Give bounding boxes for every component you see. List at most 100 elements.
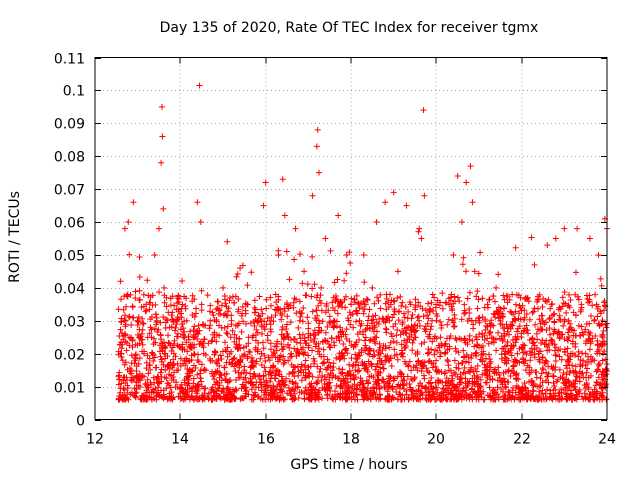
data-point: [535, 350, 542, 357]
scatter-point: [233, 335, 240, 342]
scatter-point: [458, 360, 465, 367]
scatter-point: [579, 329, 586, 336]
scatter-point: [142, 380, 149, 387]
scatter-point: [296, 350, 303, 357]
scatter-point: [299, 331, 306, 338]
scatter-point: [155, 326, 162, 333]
scatter-point: [122, 359, 129, 366]
scatter-point: [173, 333, 180, 340]
scatter-point: [332, 298, 339, 305]
scatter-point: [254, 329, 261, 336]
scatter-point: [140, 320, 147, 327]
scatter-point: [363, 362, 370, 369]
scatter-point: [116, 332, 123, 339]
scatter-point: [586, 332, 593, 339]
scatter-point: [412, 350, 419, 357]
data-point: [390, 189, 397, 196]
scatter-point: [600, 376, 607, 383]
scatter-point: [497, 377, 504, 384]
scatter-point: [397, 369, 404, 376]
scatter-point: [398, 373, 405, 380]
scatter-point: [346, 367, 353, 374]
scatter-point: [326, 379, 333, 386]
scatter-point: [278, 316, 285, 323]
scatter-point: [235, 320, 242, 327]
scatter-point: [482, 326, 489, 333]
scatter-point: [564, 393, 571, 400]
scatter-point: [355, 362, 362, 369]
scatter-point: [582, 395, 589, 402]
scatter-point: [346, 249, 353, 256]
scatter-point: [359, 328, 366, 335]
scatter-point: [272, 312, 279, 319]
scatter-point: [171, 337, 178, 344]
scatter-point: [361, 301, 368, 308]
scatter-point: [586, 320, 593, 327]
scatter-point: [357, 322, 364, 329]
scatter-point: [586, 346, 593, 353]
scatter-point: [490, 396, 497, 403]
data-point: [420, 107, 427, 114]
data-point: [194, 199, 201, 206]
scatter-point: [281, 308, 288, 315]
scatter-point: [419, 383, 426, 390]
scatter-point: [536, 291, 543, 298]
scatter-point: [255, 393, 262, 400]
data-point: [318, 284, 325, 291]
scatter-point: [562, 390, 569, 397]
scatter-point: [561, 289, 568, 296]
scatter-point: [432, 304, 439, 311]
scatter-point: [218, 302, 225, 309]
scatter-point: [224, 391, 231, 398]
scatter-point: [237, 345, 244, 352]
scatter-point: [464, 317, 471, 324]
scatter-point: [574, 373, 581, 380]
scatter-point: [193, 328, 200, 335]
scatter-point: [445, 316, 452, 323]
scatter-point: [199, 396, 206, 403]
scatter-point: [338, 299, 345, 306]
data-point: [129, 344, 136, 351]
scatter-point: [198, 307, 205, 314]
scatter-point: [222, 375, 229, 382]
scatter-point: [437, 378, 444, 385]
scatter-point: [533, 374, 540, 381]
scatter-point: [126, 342, 133, 349]
scatter-point: [331, 339, 338, 346]
scatter-point: [324, 323, 331, 330]
scatter-point: [235, 308, 242, 315]
scatter-point: [336, 356, 343, 363]
scatter-point: [533, 330, 540, 337]
scatter-point: [399, 328, 406, 335]
scatter-point: [197, 367, 204, 374]
scatter-point: [328, 335, 335, 342]
scatter-point: [506, 296, 513, 303]
scatter-point: [581, 390, 588, 397]
scatter-point: [257, 376, 264, 383]
scatter-point: [336, 337, 343, 344]
scatter-point: [326, 313, 333, 320]
scatter-point: [299, 280, 306, 287]
scatter-point: [308, 293, 315, 300]
data-point: [574, 225, 581, 232]
data-point: [153, 317, 160, 324]
data-point: [429, 317, 436, 324]
scatter-point: [566, 291, 573, 298]
scatter-point: [135, 313, 142, 320]
scatter-point: [221, 371, 228, 378]
scatter-point: [190, 396, 197, 403]
scatter-point: [480, 388, 487, 395]
scatter-point: [315, 302, 322, 309]
scatter-point: [130, 314, 137, 321]
scatter-point: [479, 333, 486, 340]
scatter-point: [247, 349, 254, 356]
scatter-point: [450, 323, 457, 330]
scatter-point: [543, 358, 550, 365]
data-point: [181, 357, 188, 364]
scatter-point: [383, 295, 390, 302]
scatter-point: [318, 300, 325, 307]
data-point: [505, 367, 512, 374]
scatter-point: [337, 299, 344, 306]
data-point: [224, 238, 231, 245]
scatter-point: [302, 339, 309, 346]
